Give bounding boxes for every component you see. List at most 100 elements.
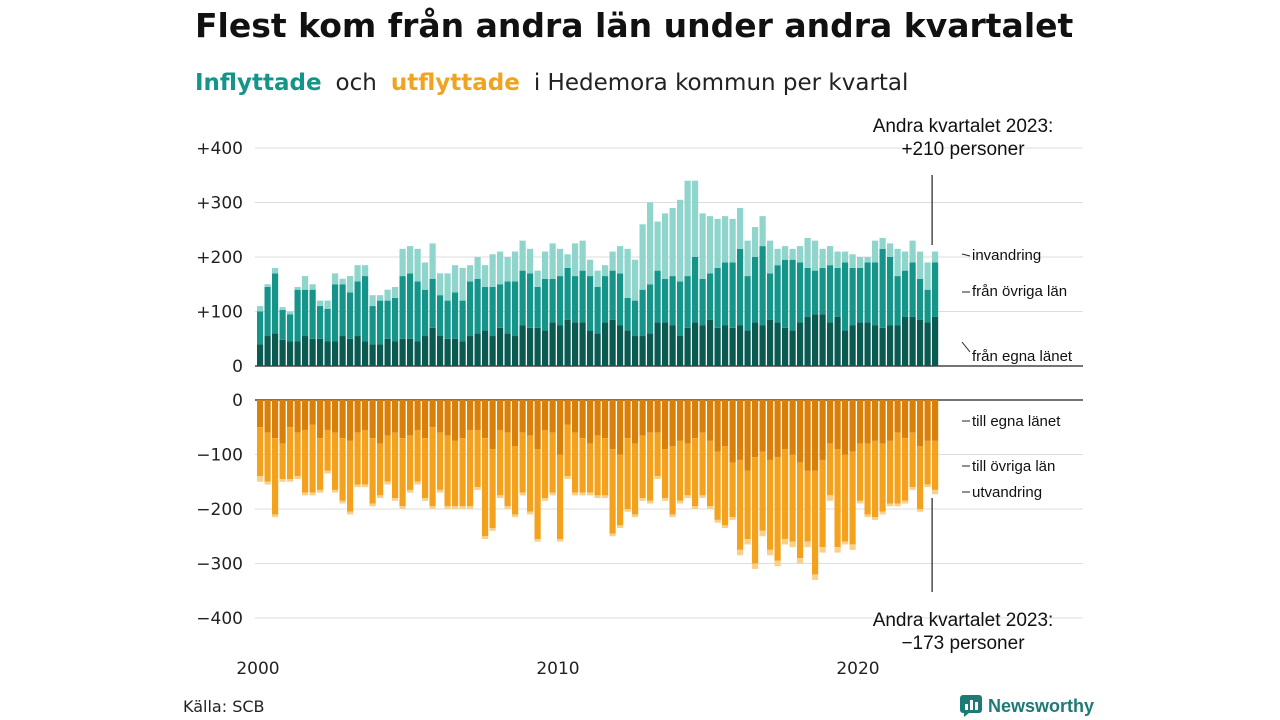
bar-out-segment bbox=[699, 432, 706, 496]
bar-out-segment bbox=[459, 400, 466, 439]
bar-out-segment bbox=[279, 479, 286, 482]
bar-out-segment bbox=[317, 438, 324, 490]
bar-in-segment bbox=[257, 344, 264, 366]
bar-in-segment bbox=[399, 276, 406, 339]
bar-in-segment bbox=[827, 322, 834, 366]
bar-in-segment bbox=[797, 246, 804, 263]
bar-out-segment bbox=[774, 457, 781, 561]
bar-out-segment bbox=[572, 432, 579, 493]
bar-out-segment bbox=[557, 454, 564, 539]
bar-out-segment bbox=[564, 476, 571, 480]
bar-in-segment bbox=[347, 276, 354, 293]
bar-out-segment bbox=[414, 400, 421, 430]
subtitle-inflyttade: Inflyttade bbox=[195, 70, 322, 96]
bar-out-segment bbox=[377, 400, 384, 444]
bar-out-segment bbox=[722, 400, 729, 447]
bar-out-segment bbox=[332, 489, 339, 493]
bar-out-segment bbox=[872, 517, 879, 520]
x-tick-label: 2000 bbox=[236, 659, 279, 679]
bar-in-segment bbox=[714, 327, 721, 366]
bar-in-segment bbox=[864, 257, 871, 263]
y-tick-label: +300 bbox=[196, 194, 243, 214]
bar-out-segment bbox=[399, 438, 406, 507]
bar-out-segment bbox=[602, 400, 609, 439]
bar-out-segment bbox=[647, 400, 654, 433]
bar-out-segment bbox=[257, 476, 264, 482]
bar-out-segment bbox=[467, 400, 474, 430]
bar-out-segment bbox=[722, 446, 729, 526]
bar-out-segment bbox=[579, 492, 586, 496]
bar-out-segment bbox=[744, 538, 751, 545]
bar-out-segment bbox=[384, 435, 391, 482]
bar-out-segment bbox=[789, 454, 796, 542]
bar-out-segment bbox=[932, 400, 939, 441]
annotation-top-line1: Andra kvartalet 2023: bbox=[873, 116, 1054, 137]
bar-in-segment bbox=[519, 270, 526, 326]
bar-in-segment bbox=[339, 336, 346, 366]
bar-out-segment bbox=[707, 440, 714, 507]
bar-out-segment bbox=[287, 427, 294, 480]
bar-out-segment bbox=[489, 449, 496, 529]
bar-in-segment bbox=[684, 180, 691, 277]
bar-out-segment bbox=[774, 560, 781, 567]
bar-out-segment bbox=[887, 440, 894, 504]
bar-in-segment bbox=[857, 257, 864, 268]
bar-out-segment bbox=[857, 500, 864, 504]
bar-out-segment bbox=[782, 400, 789, 450]
bar-out-segment bbox=[534, 400, 541, 450]
bar-out-segment bbox=[842, 400, 849, 455]
bar-out-segment bbox=[482, 400, 489, 439]
bar-out-segment bbox=[909, 487, 916, 490]
subtitle-och: och bbox=[335, 70, 377, 96]
bar-in-segment bbox=[512, 336, 519, 366]
bar-in-segment bbox=[707, 216, 714, 274]
bar-out-segment bbox=[819, 400, 826, 460]
annotation-bottom-line2: −173 personer bbox=[901, 633, 1025, 654]
bar-out-segment bbox=[737, 400, 744, 460]
bar-in-segment bbox=[279, 339, 286, 366]
bar-in-segment bbox=[369, 344, 376, 366]
legend-tick bbox=[961, 253, 971, 257]
bar-in-segment bbox=[467, 281, 474, 337]
legend-label-out: till egna länet bbox=[972, 413, 1061, 430]
bar-out-segment bbox=[257, 427, 264, 477]
bar-out-segment bbox=[759, 400, 766, 452]
bar-out-segment bbox=[347, 511, 354, 515]
bar-out-segment bbox=[722, 525, 729, 529]
bar-out-segment bbox=[699, 400, 706, 433]
bar-out-segment bbox=[444, 400, 451, 436]
bar-out-segment bbox=[324, 429, 331, 471]
bar-in-segment bbox=[654, 221, 661, 271]
bar-out-segment bbox=[429, 427, 436, 507]
bar-out-segment bbox=[422, 438, 429, 499]
bar-in-segment bbox=[437, 295, 444, 337]
bar-out-segment bbox=[339, 500, 346, 504]
bar-out-segment bbox=[272, 438, 279, 515]
bar-out-segment bbox=[549, 492, 556, 496]
bar-out-segment bbox=[519, 400, 526, 433]
bar-in-segment bbox=[384, 289, 391, 301]
bar-out-segment bbox=[422, 498, 429, 501]
legend-tick bbox=[961, 341, 971, 353]
legend-label-out: till övriga län bbox=[972, 458, 1055, 475]
bar-out-segment bbox=[609, 533, 616, 537]
bar-out-segment bbox=[572, 400, 579, 433]
bar-in-segment bbox=[729, 262, 736, 328]
bar-in-segment bbox=[842, 251, 849, 263]
bar-out-segment bbox=[917, 400, 924, 447]
bar-in-segment bbox=[909, 262, 916, 317]
bar-in-segment bbox=[677, 281, 684, 337]
bar-out-segment bbox=[834, 400, 841, 450]
bar-in-segment bbox=[804, 237, 811, 268]
bar-out-segment bbox=[272, 400, 279, 439]
bar-out-segment bbox=[692, 506, 699, 509]
bar-in-segment bbox=[902, 270, 909, 317]
bar-out-segment bbox=[624, 400, 631, 439]
bar-in-segment bbox=[729, 218, 736, 263]
bar-out-segment bbox=[714, 451, 721, 520]
bar-in-segment bbox=[557, 248, 564, 277]
bar-in-segment bbox=[827, 265, 834, 323]
bar-in-segment bbox=[392, 341, 399, 366]
bar-in-segment bbox=[489, 336, 496, 366]
bar-in-segment bbox=[272, 273, 279, 334]
